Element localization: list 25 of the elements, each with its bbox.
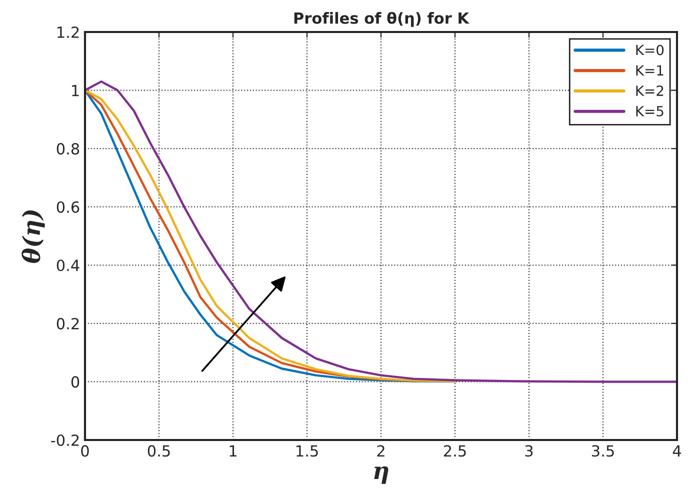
y-axis-title: θ(η) — [22, 210, 45, 263]
x-tick-label: 4 — [672, 445, 682, 456]
x-axis-title: η — [374, 466, 388, 484]
legend-label: K=0 — [636, 44, 664, 56]
y-tick-label: 0.6 — [56, 201, 80, 213]
legend-label: K=2 — [636, 86, 664, 96]
x-tick-label: 1 — [230, 445, 236, 456]
legend-label: K=5 — [636, 106, 664, 116]
x-tick-label: 2 — [377, 445, 384, 456]
y-tick-label: 0.2 — [56, 318, 79, 330]
y-tick-label: 0.4 — [56, 260, 80, 272]
y-tick-label: 0 — [71, 376, 80, 388]
y-tick-label: -0.2 — [51, 434, 79, 446]
y-tick-label: 1 — [72, 84, 79, 96]
x-tick-label: 0.5 — [148, 445, 170, 457]
y-tick-label: 0.8 — [56, 143, 80, 155]
chart-title: Profiles of θ(η) for K — [294, 12, 470, 27]
line-series — [85, 80, 677, 383]
y-tick-label: 1.2 — [58, 26, 79, 38]
x-tick-label: 2.5 — [444, 445, 466, 457]
x-tick-label: 3.5 — [592, 445, 614, 457]
x-tick-label: 3 — [525, 445, 533, 457]
x-tick-label: 0 — [81, 445, 89, 457]
x-tick-label: 1.5 — [296, 445, 318, 457]
legend-label: K=1 — [636, 65, 664, 76]
